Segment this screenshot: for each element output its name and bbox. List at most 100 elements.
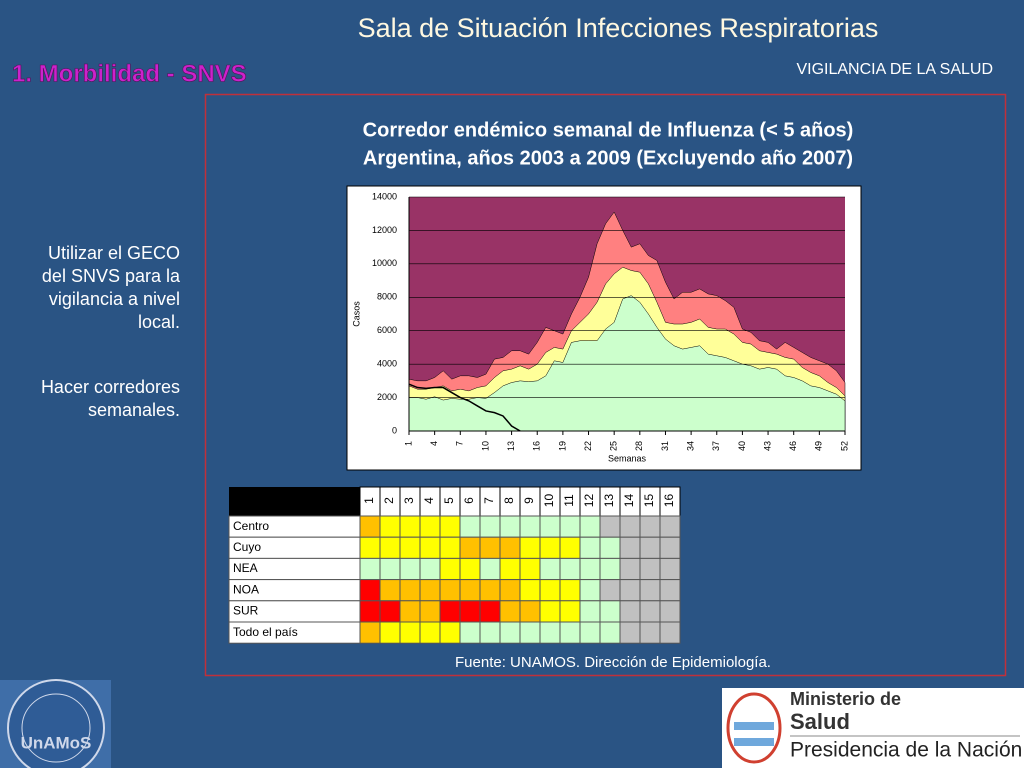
x-tick-label: 1 (403, 441, 413, 446)
cell (419, 515, 441, 538)
x-tick-label: 16 (532, 441, 542, 451)
cell (539, 600, 561, 623)
cell (579, 579, 601, 602)
cell (379, 557, 401, 581)
cell (379, 621, 401, 644)
cell (539, 621, 561, 644)
unamos-logo: UnAMoS (0, 679, 111, 768)
row-label: NOA (233, 582, 259, 596)
cell (479, 536, 501, 559)
cell (659, 536, 681, 559)
cell (519, 579, 541, 602)
cell (519, 600, 541, 623)
cell (639, 515, 661, 538)
x-tick-label: 13 (506, 441, 516, 451)
row-label: SUR (233, 604, 259, 618)
cell (479, 557, 501, 581)
body-paragraph: Utilizar el GECO del SNVS para la vigila… (41, 243, 180, 332)
row-label: NEA (233, 561, 258, 575)
cell (419, 600, 441, 623)
body-paragraph: Hacer corredores semanales. (40, 377, 180, 420)
column-label: 9 (522, 497, 536, 504)
cell (499, 579, 521, 602)
cell (359, 557, 381, 581)
cell (559, 579, 581, 602)
cell (379, 600, 401, 623)
cell (639, 579, 661, 602)
cell (619, 621, 641, 644)
cell (419, 621, 441, 644)
chart-title: Corredor endémico semanal de Influenza (… (363, 119, 854, 141)
cell (399, 515, 421, 538)
cell (399, 536, 421, 559)
column-label: 8 (502, 497, 516, 504)
logo-text: UnAMoS (21, 733, 92, 752)
cell (539, 579, 561, 602)
x-axis-label: Semanas (608, 453, 647, 463)
column-label: 13 (602, 494, 616, 508)
x-tick-label: 28 (634, 441, 644, 451)
cell (599, 515, 621, 538)
logo-ring (21, 693, 91, 763)
cell (479, 600, 501, 623)
cell (399, 557, 421, 581)
cell (659, 579, 681, 602)
cell (579, 557, 601, 581)
cell (359, 600, 381, 623)
cell (479, 621, 501, 644)
cell (539, 515, 561, 538)
logo-ring (7, 679, 105, 768)
y-tick-label: 0 (392, 425, 397, 435)
cell (459, 600, 481, 623)
row-label: Todo el país (233, 625, 298, 639)
column-label: 3 (402, 497, 416, 504)
coat-band (734, 738, 774, 746)
cell (619, 557, 641, 581)
cell (439, 579, 461, 602)
x-tick-label: 52 (839, 441, 849, 451)
x-tick-label: 46 (788, 441, 798, 451)
cell (539, 536, 561, 559)
y-tick-label: 14000 (372, 191, 397, 201)
table: 1 2 3 4 5 6 7 8 9 10 11 12 13 14 15 16CentroCuyoNEANOAS… (228, 486, 681, 644)
cell (399, 600, 421, 623)
x-tick-label: 49 (814, 441, 824, 451)
cell (659, 621, 681, 644)
y-tick-label: 6000 (377, 325, 397, 335)
cell (599, 557, 621, 581)
column-label: 16 (662, 494, 676, 508)
ministry-logo: Ministerio de Salud Presidencia de la Na… (722, 688, 1024, 768)
cell (639, 557, 661, 581)
row-label: Cuyo (233, 540, 261, 554)
cell (439, 557, 461, 581)
cell (659, 557, 681, 581)
x-tick-label: 25 (609, 441, 619, 451)
slide-subtitle: VIGILANCIA DE LA SALUD (796, 61, 993, 78)
cell (579, 515, 601, 538)
cell (639, 621, 661, 644)
x-tick-label: 10 (480, 441, 490, 451)
cell (559, 536, 581, 559)
cell (499, 600, 521, 623)
cell (519, 621, 541, 644)
cell (659, 600, 681, 623)
cell (579, 621, 601, 644)
cell (559, 621, 581, 644)
cell (479, 515, 501, 538)
column-label: 2 (382, 497, 396, 504)
cell (419, 536, 441, 559)
cell (619, 600, 641, 623)
cell (639, 536, 661, 559)
y-tick-label: 8000 (377, 292, 397, 302)
cell (439, 621, 461, 644)
cell (419, 579, 441, 602)
x-tick-label: 22 (583, 441, 593, 451)
cell (579, 536, 601, 559)
cell (519, 515, 541, 538)
cell (359, 536, 381, 559)
line (408, 383, 521, 432)
cell (619, 515, 641, 538)
cell (619, 579, 641, 602)
column-label: 1 (362, 497, 376, 504)
cell (599, 536, 621, 559)
